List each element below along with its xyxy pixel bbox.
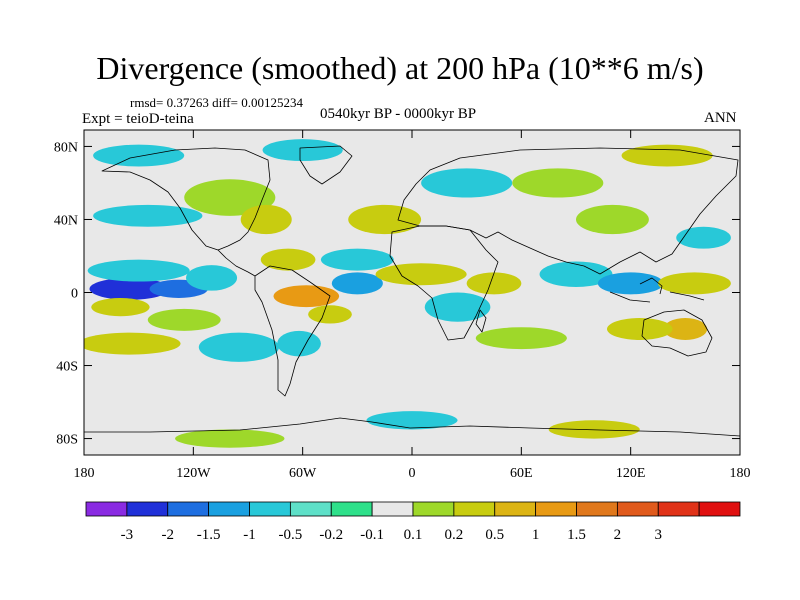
colorbar-label: -2 [162, 527, 175, 543]
colorbar-swatch-0 [85, 501, 128, 517]
stats-line: rmsd= 0.37263 diff= 0.00125234 [130, 95, 303, 110]
colorbar-swatch-3 [208, 501, 250, 517]
field-anomaly-34 [93, 144, 185, 167]
field-anomaly-27 [658, 272, 731, 295]
colorbar-swatch-13 [616, 501, 659, 517]
period-label: 0540kyr BP - 0000kyr BP [320, 106, 477, 122]
coast-central-america [217, 249, 256, 277]
field-anomaly-10 [240, 204, 292, 235]
x-tick-label: 180 [74, 466, 95, 481]
field-anomaly-9 [184, 179, 276, 216]
field-anomaly-0 [89, 277, 170, 300]
field-anomaly-17 [348, 204, 422, 235]
colorbar-swatch-15 [698, 501, 741, 517]
y-tick-label: 0 [71, 287, 78, 302]
season-label: ANN [704, 110, 737, 126]
colorbar-swatch-2 [167, 501, 210, 517]
field-anomaly-18 [375, 263, 467, 286]
coast-south-america [254, 265, 331, 397]
colorbar-swatch-4 [249, 501, 291, 517]
colorbar-swatch-12 [576, 501, 618, 517]
experiment-label: Expt = teioD-teina [82, 111, 194, 127]
field-anomaly-35 [262, 139, 343, 162]
colorbar-label: -0.1 [360, 527, 384, 543]
x-tick-label: 60W [289, 466, 317, 481]
colorbar-label: -0.2 [319, 527, 343, 543]
coast-maritime-continent [609, 277, 705, 303]
field-anomaly-14 [277, 330, 321, 357]
y-tick-label: 40N [54, 213, 78, 228]
coast-greenland [299, 145, 353, 185]
field-anomaly-30 [676, 226, 731, 249]
colorbar-label: -0.5 [279, 527, 303, 543]
coast-australia [641, 309, 713, 357]
field-anomaly-11 [260, 248, 316, 271]
field-anomaly-36 [621, 144, 713, 167]
colorbar-label: -3 [121, 527, 134, 543]
field-anomaly-31 [175, 429, 285, 448]
coastlines [84, 145, 740, 437]
field-anomaly-25 [539, 261, 613, 288]
colorbar-swatch-14 [657, 501, 700, 517]
field-anomaly-2 [87, 259, 190, 282]
field-anomaly-24 [576, 204, 649, 235]
x-tick-label: 120E [616, 466, 646, 481]
y-tick-label: 80N [54, 140, 78, 155]
field-anomaly-13 [308, 305, 352, 324]
colorbar-label: 0.5 [485, 527, 504, 543]
x-tick-label: 120W [176, 466, 211, 481]
colorbar-swatch-10 [494, 501, 537, 517]
colorbar-swatch-8 [412, 501, 455, 517]
x-tick-label: 60E [510, 466, 533, 481]
colorbar-swatch-11 [535, 501, 577, 517]
field-anomaly-16 [320, 248, 394, 271]
colorbar-label: 3 [655, 527, 663, 543]
y-tick-label: 80S [56, 433, 78, 448]
colorbar-swatch-5 [289, 501, 332, 517]
field-anomaly-20 [466, 272, 522, 295]
field-anomaly-7 [198, 332, 279, 362]
field-anomaly-23 [512, 168, 604, 198]
colorbar-swatch-9 [453, 501, 496, 517]
field-anomaly-15 [331, 272, 383, 295]
coast-africa [389, 225, 499, 341]
colorbar-swatch-1 [126, 501, 169, 517]
colorbar: -3 -2 -1.5 -1 -0.5 -0.2 -0.1 0.1 0.2 0.5 1 1.5 2 3 [85, 501, 741, 543]
coast-eurasia [397, 147, 739, 275]
colorbar-label: -1.5 [197, 527, 221, 543]
y-tick-label: 40S [56, 360, 78, 375]
plot-title: Divergence (smoothed) at 200 hPa (10**6 … [96, 50, 704, 86]
field-anomaly-4 [91, 297, 150, 317]
field-anomaly-3 [186, 265, 238, 291]
field-anomaly-8 [93, 204, 203, 227]
field-anomaly-29 [606, 318, 673, 340]
colorbar-label: 0.2 [445, 527, 464, 543]
divergence-field [84, 130, 740, 455]
colorbar-label: 1.5 [567, 527, 586, 543]
field-anomaly-22 [421, 168, 513, 198]
colorbar-label: -1 [243, 527, 256, 543]
colorbar-label: 0.1 [404, 527, 423, 543]
field-anomaly-5 [147, 308, 221, 331]
colorbar-label: 1 [532, 527, 540, 543]
colorbar-swatch-7 [371, 501, 414, 517]
x-tick-label: 180 [730, 466, 751, 481]
coast-north-america [101, 147, 271, 251]
longitude-axis: 180 120W 60W 0 60E 120E 180 [74, 130, 751, 481]
x-tick-label: 0 [409, 466, 416, 481]
field-anomaly-19 [424, 292, 491, 322]
field-anomaly-6 [84, 332, 181, 355]
field-anomaly-12 [273, 285, 340, 308]
colorbar-label: 2 [614, 527, 622, 543]
coast-antarctica [84, 417, 740, 437]
colorbar-swatch-6 [330, 501, 373, 517]
field-anomaly-28 [663, 318, 708, 340]
field-anomaly-26 [597, 272, 664, 295]
latitude-axis: 80N 40N 0 40S 80S [54, 140, 740, 448]
coast-madagascar [475, 309, 487, 333]
field-anomaly-21 [475, 327, 567, 350]
